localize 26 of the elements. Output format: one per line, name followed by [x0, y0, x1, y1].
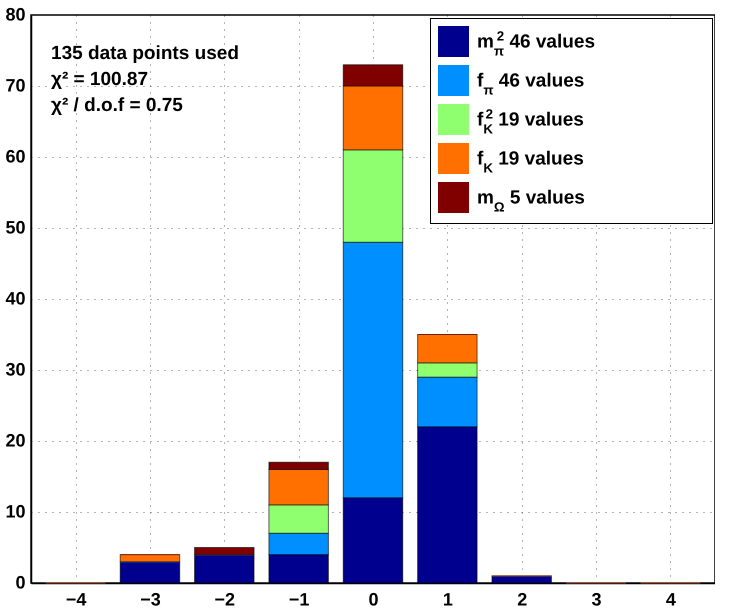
annotation: χ² / d.o.f = 0.75: [51, 95, 184, 116]
x-tick-label: −1: [288, 590, 310, 610]
legend-label: m$_{Ω}$ 5 values: [477, 188, 585, 214]
legend-label: f$_{K}$$^{2}$ 19 values: [477, 106, 584, 136]
annotation: χ² = 100.87: [51, 69, 148, 90]
annotation: 135 data points used: [51, 43, 239, 64]
y-tick-label: 30: [5, 360, 26, 380]
y-tick-label: 60: [5, 146, 26, 166]
y-tick-label: 40: [5, 288, 26, 308]
y-tick-label: 10: [5, 502, 26, 522]
y-tick-label: 70: [5, 76, 26, 96]
y-tick-label: 80: [5, 4, 26, 24]
x-tick-label: −3: [140, 590, 161, 610]
x-tick-label: 0: [368, 590, 379, 610]
y-tick-label: 0: [15, 572, 26, 592]
y-tick-label: 50: [5, 218, 26, 238]
x-tick-label: −2: [214, 590, 236, 610]
x-tick-label: 2: [517, 590, 528, 610]
legend-label: f$_{π}$ 46 values: [477, 70, 584, 97]
y-tick-label: 20: [5, 430, 26, 450]
x-tick-label: −4: [66, 590, 86, 610]
x-tick-label: 3: [592, 590, 602, 610]
x-tick-label: 4: [666, 590, 676, 610]
x-tick-label: 1: [442, 590, 453, 610]
legend-label: f$_{K}$ 19 values: [477, 148, 584, 175]
legend-label: m$_{π}$$^{2}$ 46 values: [477, 28, 596, 58]
